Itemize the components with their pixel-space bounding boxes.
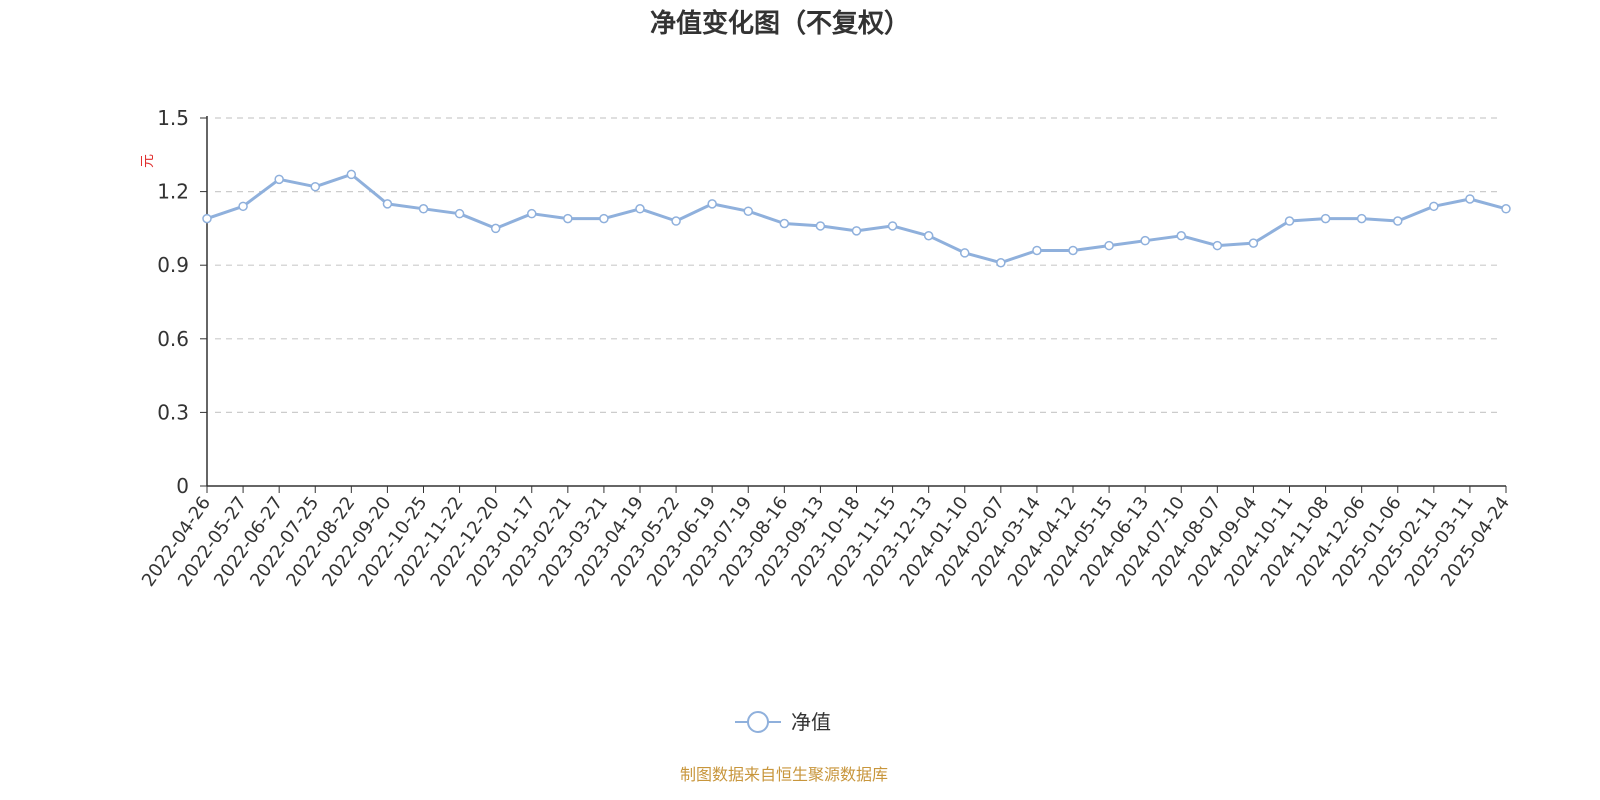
y-axis-unit-label: 元 xyxy=(140,154,156,168)
data-point xyxy=(1032,245,1042,256)
data-point xyxy=(1248,238,1259,248)
data-point xyxy=(779,218,790,229)
grid-lines xyxy=(215,117,1500,413)
data-point xyxy=(851,226,862,236)
y-tick-label: 1.2 xyxy=(157,180,189,204)
data-point xyxy=(346,169,357,180)
data-point xyxy=(238,201,248,212)
data-point xyxy=(635,204,645,214)
data-point xyxy=(563,213,573,224)
y-tick-label: 0.9 xyxy=(157,253,189,277)
data-point xyxy=(418,204,429,214)
y-tick-label: 0 xyxy=(176,474,189,498)
data-point xyxy=(599,213,609,224)
y-tick-label: 1.5 xyxy=(157,106,189,130)
data-point xyxy=(310,181,320,192)
y-tick-label: 0.3 xyxy=(157,400,189,424)
data-source-label: 制图数据来自恒生聚源数据库 xyxy=(680,765,888,784)
series-line xyxy=(205,172,1508,265)
data-point xyxy=(1356,213,1367,224)
data-point xyxy=(1393,216,1403,226)
data-point xyxy=(1140,235,1150,246)
data-point xyxy=(490,223,501,234)
data-point xyxy=(815,221,826,231)
data-point xyxy=(454,208,465,219)
data-point xyxy=(996,257,1006,268)
data-point xyxy=(1068,245,1078,256)
data-point xyxy=(1501,204,1511,214)
data-point xyxy=(1320,213,1331,224)
data-point xyxy=(707,199,717,209)
data-point xyxy=(1212,240,1223,251)
legend-marker-icon xyxy=(747,711,769,733)
data-point xyxy=(923,231,934,241)
chart-title: 净值变化图（不复权） xyxy=(650,8,910,39)
data-point xyxy=(887,221,898,231)
data-point xyxy=(274,174,284,185)
data-point xyxy=(202,213,212,224)
data-point xyxy=(527,208,537,219)
data-point xyxy=(1465,194,1475,204)
data-point xyxy=(960,248,970,258)
axes: 00.30.60.91.21.52022-04-262022-05-272022… xyxy=(138,106,1514,591)
series-layer xyxy=(202,169,1511,268)
data-point xyxy=(1284,216,1295,226)
data-point xyxy=(671,216,681,226)
data-point xyxy=(1176,231,1186,241)
legend-label: 净值 xyxy=(791,710,831,734)
data-point xyxy=(1104,240,1114,251)
data-point xyxy=(743,206,753,216)
data-point xyxy=(1429,201,1439,212)
y-tick-label: 0.6 xyxy=(157,327,189,351)
legend[interactable]: 净值 xyxy=(735,710,831,734)
data-point xyxy=(382,199,393,209)
